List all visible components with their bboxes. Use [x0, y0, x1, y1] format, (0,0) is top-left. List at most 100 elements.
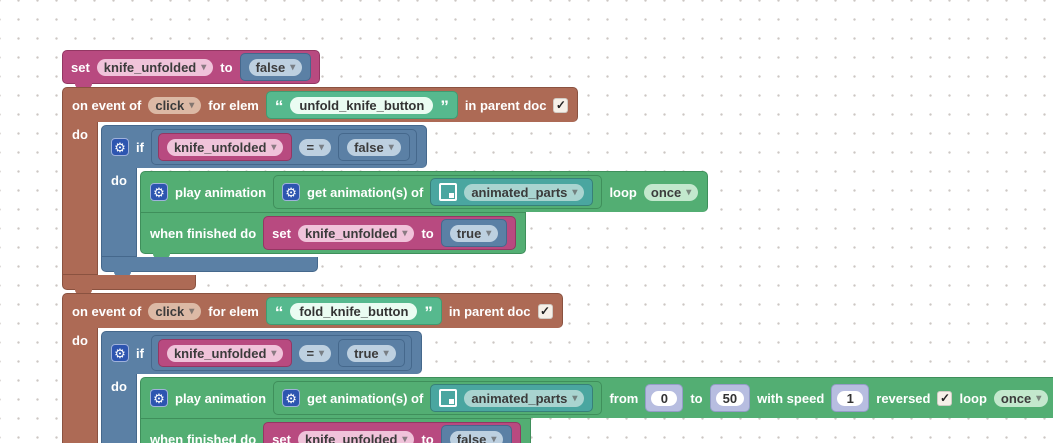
boolean-block[interactable]: false [239, 53, 312, 81]
comparison-block[interactable]: knife_unfolded = false [150, 129, 417, 165]
number-input[interactable]: 50 [715, 390, 745, 406]
object-dropdown[interactable]: animated_parts [464, 183, 585, 201]
number-block[interactable]: 50 [709, 384, 751, 412]
operator-dropdown[interactable]: = [299, 138, 332, 156]
boolean-dropdown[interactable]: false [449, 430, 504, 443]
variable-get-block[interactable]: knife_unfolded [157, 339, 293, 367]
on-event-of-label: on event of [72, 97, 142, 113]
play-animation-label: play animation [175, 184, 267, 200]
variable-dropdown[interactable]: knife_unfolded [96, 58, 214, 76]
get-animations-label: get animation(s) of [307, 184, 424, 200]
connector-bump [153, 252, 170, 258]
if-header[interactable]: ⚙ if knife_unfolded = false [101, 125, 427, 168]
object-icon [439, 183, 458, 201]
variable-get-block[interactable]: knife_unfolded [157, 133, 293, 161]
play-animation-row[interactable]: ⚙ play animation ⚙ get animation(s) of a… [140, 171, 709, 212]
mutator-gear-icon[interactable]: ⚙ [282, 389, 301, 407]
comparison-block[interactable]: knife_unfolded = true [150, 335, 412, 371]
boolean-dropdown[interactable]: false [347, 138, 401, 156]
event-type-dropdown[interactable]: click [148, 302, 202, 320]
element-string-block[interactable]: “ fold_knife_button ” [265, 297, 442, 325]
number-input[interactable]: 0 [651, 390, 678, 406]
do-label: do [111, 379, 127, 394]
set-label: set [71, 59, 90, 75]
event-do-spine: do [62, 122, 98, 275]
set-variable-block[interactable]: set knife_unfolded to false [263, 422, 522, 443]
mutator-gear-icon[interactable]: ⚙ [111, 138, 129, 156]
parent-doc-checkbox[interactable]: ✓ [553, 97, 569, 113]
event-block-fold[interactable]: on event of click for elem “ fold_knife_… [62, 293, 1053, 443]
event-type-dropdown[interactable]: click [148, 96, 202, 114]
loop-dropdown[interactable]: once [643, 183, 699, 201]
with-speed-label: with speed [757, 390, 825, 406]
to-label: to [220, 59, 233, 75]
to-label: to [421, 225, 434, 241]
variable-dropdown[interactable]: knife_unfolded [166, 344, 284, 362]
connector-bump [114, 270, 131, 276]
loop-label: loop [609, 184, 637, 200]
element-id-input[interactable]: unfold_knife_button [290, 96, 434, 114]
object-selector-block[interactable]: animated_parts [430, 178, 594, 206]
in-parent-doc-label: in parent doc [464, 97, 547, 113]
reversed-checkbox[interactable]: ✓ [937, 390, 953, 406]
event-block-unfold[interactable]: on event of click for elem “ unfold_knif… [62, 87, 709, 294]
when-finished-row[interactable]: when finished do set knife_unfolded to f… [140, 418, 532, 443]
play-animation-block-1[interactable]: ⚙ play animation ⚙ get animation(s) of a… [140, 171, 709, 258]
boolean-block[interactable]: true [440, 219, 508, 247]
mutator-gear-icon[interactable]: ⚙ [150, 389, 168, 407]
boolean-dropdown[interactable]: true [347, 344, 396, 362]
variable-dropdown[interactable]: knife_unfolded [297, 430, 415, 443]
if-do-spine: do [101, 168, 137, 257]
get-animations-block[interactable]: ⚙ get animation(s) of animated_parts [273, 175, 603, 209]
set-variable-block[interactable]: set knife_unfolded to true [263, 216, 517, 250]
parent-doc-checkbox[interactable]: ✓ [537, 303, 553, 319]
number-block[interactable]: 0 [645, 384, 684, 412]
from-label: from [609, 390, 639, 406]
mutator-gear-icon[interactable]: ⚙ [150, 183, 168, 201]
event-do-spine: do [62, 328, 98, 443]
if-block-2[interactable]: ⚙ if knife_unfolded = true [101, 331, 1053, 443]
variable-dropdown[interactable]: knife_unfolded [166, 138, 284, 156]
play-animation-block-2[interactable]: ⚙ play animation ⚙ get animation(s) of a… [140, 377, 1053, 443]
mutator-gear-icon[interactable]: ⚙ [282, 183, 301, 201]
event-header[interactable]: on event of click for elem “ fold_knife_… [62, 293, 563, 328]
if-label: if [136, 139, 144, 155]
object-dropdown[interactable]: animated_parts [464, 389, 585, 407]
do-label: do [72, 333, 88, 348]
boolean-dropdown[interactable]: true [449, 224, 499, 242]
boolean-block[interactable]: false [338, 133, 410, 161]
event-header[interactable]: on event of click for elem “ unfold_knif… [62, 87, 579, 122]
when-finished-label: when finished do [150, 431, 257, 443]
set-variable-block[interactable]: set knife_unfolded to false [62, 50, 321, 88]
element-string-block[interactable]: “ unfold_knife_button ” [265, 91, 458, 119]
if-block-1[interactable]: ⚙ if knife_unfolded = false [101, 125, 709, 276]
boolean-block[interactable]: true [338, 339, 405, 367]
operator-dropdown[interactable]: = [299, 344, 332, 362]
when-finished-label: when finished do [150, 225, 257, 241]
number-input[interactable]: 1 [837, 390, 864, 406]
block-stack: set knife_unfolded to false on event of … [62, 50, 1053, 443]
object-selector-block[interactable]: animated_parts [430, 384, 594, 412]
connector-bump [75, 288, 92, 294]
play-animation-row[interactable]: ⚙ play animation ⚙ get animation(s) of a… [140, 377, 1053, 418]
get-animations-block[interactable]: ⚙ get animation(s) of animated_parts [273, 381, 603, 415]
variable-dropdown[interactable]: knife_unfolded [297, 224, 415, 242]
get-animations-label: get animation(s) of [307, 390, 424, 406]
boolean-dropdown[interactable]: false [248, 58, 303, 76]
close-quote-icon: ” [440, 97, 449, 116]
element-id-input[interactable]: fold_knife_button [290, 302, 418, 320]
for-elem-label: for elem [208, 303, 259, 319]
boolean-block[interactable]: false [440, 425, 513, 443]
event-foot [62, 275, 196, 294]
if-label: if [136, 345, 144, 361]
if-do-spine: do [101, 374, 137, 443]
loop-dropdown[interactable]: once [993, 389, 1049, 407]
when-finished-row[interactable]: when finished do set knife_unfolded to t… [140, 212, 527, 258]
mutator-gear-icon[interactable]: ⚙ [111, 344, 129, 362]
to-label: to [421, 431, 434, 443]
number-block[interactable]: 1 [831, 384, 870, 412]
if-header[interactable]: ⚙ if knife_unfolded = true [101, 331, 422, 374]
open-quote-icon: “ [274, 97, 284, 116]
set-label: set [272, 225, 291, 241]
